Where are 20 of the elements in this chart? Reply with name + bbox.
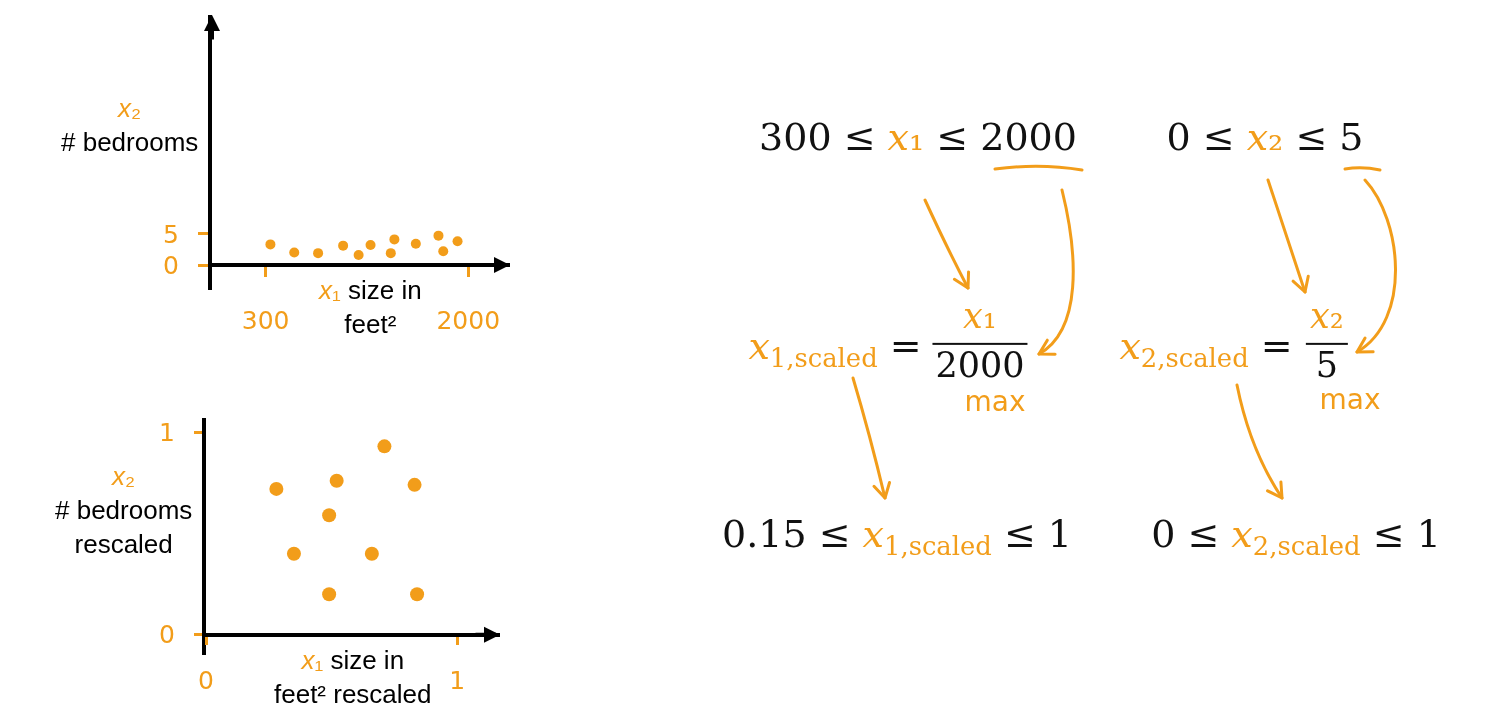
text: 2000 — [932, 342, 1028, 386]
x-tick-label: 300 — [241, 306, 290, 335]
x-axis-title: x₁ size in feet² — [317, 275, 422, 339]
y-tick-label: 1 — [159, 417, 175, 447]
text: x₁ — [963, 295, 997, 336]
text: x₂ — [1310, 295, 1344, 336]
x-axis-title: x₁ size in feet² rescaled — [274, 645, 432, 708]
text: max — [964, 384, 1026, 419]
y-axis-title: x₂ # bedrooms rescaled — [55, 461, 193, 559]
y-tick-label: 0 — [163, 250, 179, 280]
text: 5 — [1305, 342, 1349, 386]
y-tick-label: 5 — [163, 219, 179, 249]
text: 0 ≤ x$_{2,scaled}$ ≤ 1 — [1151, 512, 1441, 562]
text: x$_{2,scaled}$ = — [1119, 324, 1293, 374]
text: x$_{1,scaled}$ = — [748, 324, 922, 374]
y-axis-title: x₂ # bedrooms — [61, 93, 199, 157]
text: 0.15 ≤ x$_{1,scaled}$ ≤ 1 — [721, 512, 1073, 562]
text: 300 ≤ x₁ ≤ 2000 — [759, 115, 1077, 160]
y-tick-label: 0 — [159, 620, 175, 650]
text: 0 ≤ x₂ ≤ 5 — [1166, 115, 1364, 160]
